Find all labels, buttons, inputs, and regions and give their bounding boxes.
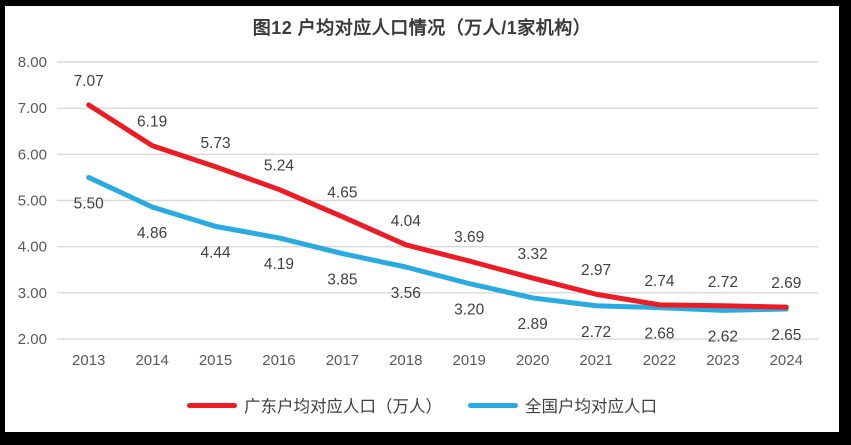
guangdong-line — [86, 102, 789, 310]
national-data-label: 4.19 — [264, 256, 294, 273]
x-axis-label: 2017 — [326, 352, 359, 369]
guangdong-data-label: 2.69 — [771, 275, 801, 292]
x-axis-label: 2018 — [389, 352, 422, 369]
guangdong-data-label: 6.19 — [137, 114, 167, 131]
x-axis-label: 2015 — [199, 352, 232, 369]
national-data-label: 3.56 — [391, 285, 421, 302]
y-axis-label: 4.00 — [18, 239, 47, 256]
legend-item-national: 全国户均对应人口 — [468, 393, 657, 417]
guangdong-data-label: 3.69 — [454, 229, 484, 246]
y-axis-label: 3.00 — [18, 285, 47, 302]
national-data-label: 5.50 — [74, 195, 105, 212]
guangdong-data-label: 2.74 — [644, 273, 675, 290]
x-axis-label: 2016 — [262, 352, 295, 369]
y-axis-label: 8.00 — [18, 54, 47, 71]
chart-title: 图12 户均对应人口情况（万人/1家机构） — [252, 18, 592, 38]
guangdong-data-label: 3.32 — [518, 246, 548, 263]
guangdong-data-label: 7.07 — [74, 73, 104, 90]
legend: 广东户均对应人口（万人） 全国户均对应人口 — [5, 393, 839, 417]
legend-item-guangdong: 广东户均对应人口（万人） — [187, 393, 442, 417]
guangdong-data-label: 4.65 — [327, 185, 357, 202]
y-axis-label: 5.00 — [18, 193, 47, 210]
national-data-label: 2.62 — [708, 328, 738, 345]
x-axis-label: 2023 — [706, 352, 739, 369]
national-data-label: 3.85 — [327, 272, 357, 289]
guangdong-data-label: 5.24 — [264, 157, 295, 174]
x-axis-label: 2019 — [453, 352, 486, 369]
legend-label-national: 全国户均对应人口 — [525, 398, 657, 416]
national-data-label: 2.72 — [581, 324, 611, 341]
national-data-label: 2.68 — [644, 326, 674, 343]
national-data-label: 2.89 — [518, 316, 548, 333]
guangdong-data-label: 5.73 — [200, 135, 230, 152]
national-data-label: 3.20 — [454, 302, 485, 319]
x-axis-label: 2013 — [72, 352, 105, 369]
national-data-label: 4.44 — [200, 244, 231, 261]
y-axis-label: 6.00 — [18, 146, 47, 163]
national-line — [86, 174, 789, 313]
y-axis-label: 7.00 — [18, 100, 47, 117]
x-axis-label: 2022 — [643, 352, 676, 369]
line-chart: 8.00 7.00 6.00 5.00 4.00 3.00 2.00 2013 2014 2015… — [18, 54, 818, 369]
x-axis-label: 2021 — [579, 352, 612, 369]
guangdong-data-label: 4.04 — [391, 213, 422, 230]
x-axis-label: 2020 — [516, 352, 549, 369]
legend-swatch-guangdong-icon — [187, 402, 237, 408]
national-data-label: 2.65 — [771, 327, 801, 344]
national-data-label: 4.86 — [137, 225, 167, 242]
guangdong-data-label: 2.97 — [581, 262, 611, 279]
guangdong-data-label: 2.72 — [708, 274, 738, 291]
x-axis-label: 2014 — [135, 352, 168, 369]
x-axis-label: 2024 — [770, 352, 803, 369]
legend-swatch-national-icon — [468, 402, 518, 408]
y-axis-label: 2.00 — [18, 331, 47, 348]
chart-canvas: 图12 户均对应人口情况（万人/1家机构） 8.00 7.00 6.00 5.00 4.… — [5, 6, 839, 432]
legend-label-guangdong: 广东户均对应人口（万人） — [244, 398, 442, 416]
